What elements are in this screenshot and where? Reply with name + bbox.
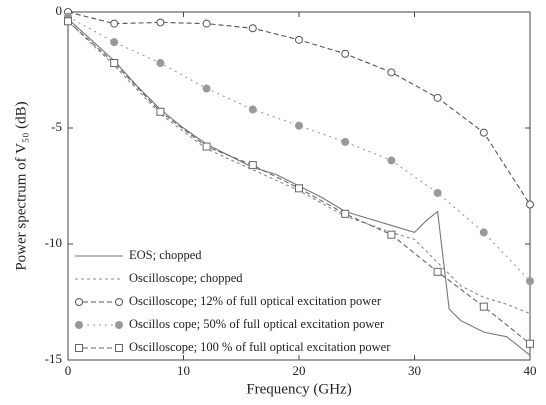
- marker: [295, 35, 303, 44]
- marker: [248, 161, 257, 170]
- legend-marker: [75, 344, 83, 352]
- marker: [526, 277, 534, 286]
- x-tick-label: 10: [177, 363, 190, 378]
- marker: [156, 59, 165, 68]
- marker: [479, 128, 488, 137]
- marker: [526, 339, 534, 348]
- legend-marker: [75, 298, 83, 306]
- y-tick-label: -15: [45, 351, 62, 366]
- series-line: [67, 20, 531, 315]
- y-tick-label: -10: [45, 235, 62, 250]
- marker: [110, 38, 119, 47]
- marker: [433, 93, 442, 102]
- marker: [433, 267, 442, 276]
- marker: [202, 84, 211, 93]
- marker: [433, 188, 442, 197]
- marker: [341, 137, 350, 146]
- series-line: [67, 18, 531, 356]
- x-axis-label: Frequency (GHz): [246, 381, 351, 397]
- marker: [295, 121, 303, 130]
- marker: [341, 209, 350, 218]
- legend-label: Oscilloscope; 100 % of full optical exci…: [129, 340, 391, 354]
- marker: [248, 24, 257, 33]
- x-tick-label: 40: [524, 363, 537, 378]
- marker: [295, 184, 303, 193]
- marker: [248, 105, 257, 114]
- marker: [202, 19, 211, 28]
- x-tick-label: 0: [65, 363, 72, 378]
- legend-marker: [115, 344, 123, 352]
- marker: [479, 302, 488, 311]
- marker: [110, 19, 119, 28]
- marker: [387, 156, 396, 165]
- marker: [202, 142, 211, 151]
- y-tick-label: 0: [56, 3, 63, 18]
- marker: [156, 18, 165, 27]
- marker: [479, 228, 488, 237]
- legend-label: Oscilloscope; 12% of full optical excita…: [129, 294, 382, 308]
- marker: [341, 49, 350, 58]
- x-tick-label: 30: [408, 363, 421, 378]
- marker: [387, 230, 396, 239]
- legend-marker: [115, 321, 123, 329]
- y-axis-label: Power spectrum of V₅₀ (dB): [13, 101, 29, 270]
- legend-marker: [75, 321, 83, 329]
- x-tick-label: 20: [293, 363, 306, 378]
- legend-label: Oscillos cope; 50% of full optical excit…: [129, 317, 385, 331]
- legend-label: EOS; chopped: [129, 248, 202, 262]
- series-line: [67, 16, 531, 282]
- marker: [64, 17, 72, 26]
- y-tick-label: -5: [51, 119, 62, 134]
- marker: [110, 59, 119, 68]
- legend-label: Oscilloscope; chopped: [129, 271, 243, 285]
- marker: [387, 68, 396, 77]
- marker: [526, 200, 534, 209]
- marker: [156, 107, 165, 116]
- legend-marker: [115, 298, 123, 306]
